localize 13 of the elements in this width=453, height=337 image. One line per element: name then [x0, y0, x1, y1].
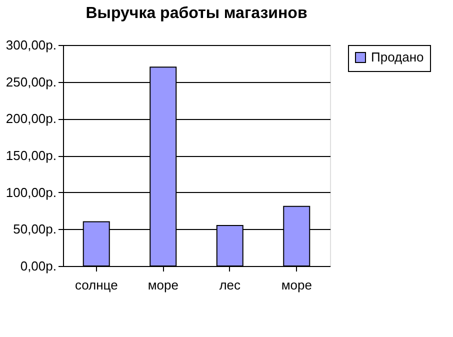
x-tick-label: море	[281, 278, 312, 292]
y-tick-label: 250,00р.	[6, 74, 56, 90]
chart-title: Выручка работы магазинов	[86, 5, 308, 22]
y-tick-label: 100,00р.	[6, 184, 56, 200]
y-tick-label: 0,00р.	[20, 258, 56, 274]
y-tick-label: 50,00р.	[13, 222, 56, 237]
x-tick-label: море	[148, 278, 178, 292]
y-tick-label: 150,00р.	[6, 148, 56, 163]
legend-label: Продано	[371, 50, 424, 64]
y-tick-label: 300,00р.	[6, 38, 56, 52]
x-tick-label: солнце	[74, 278, 118, 292]
x-tick-label: лес	[219, 278, 242, 292]
y-tick-label: 200,00р.	[6, 111, 56, 126]
